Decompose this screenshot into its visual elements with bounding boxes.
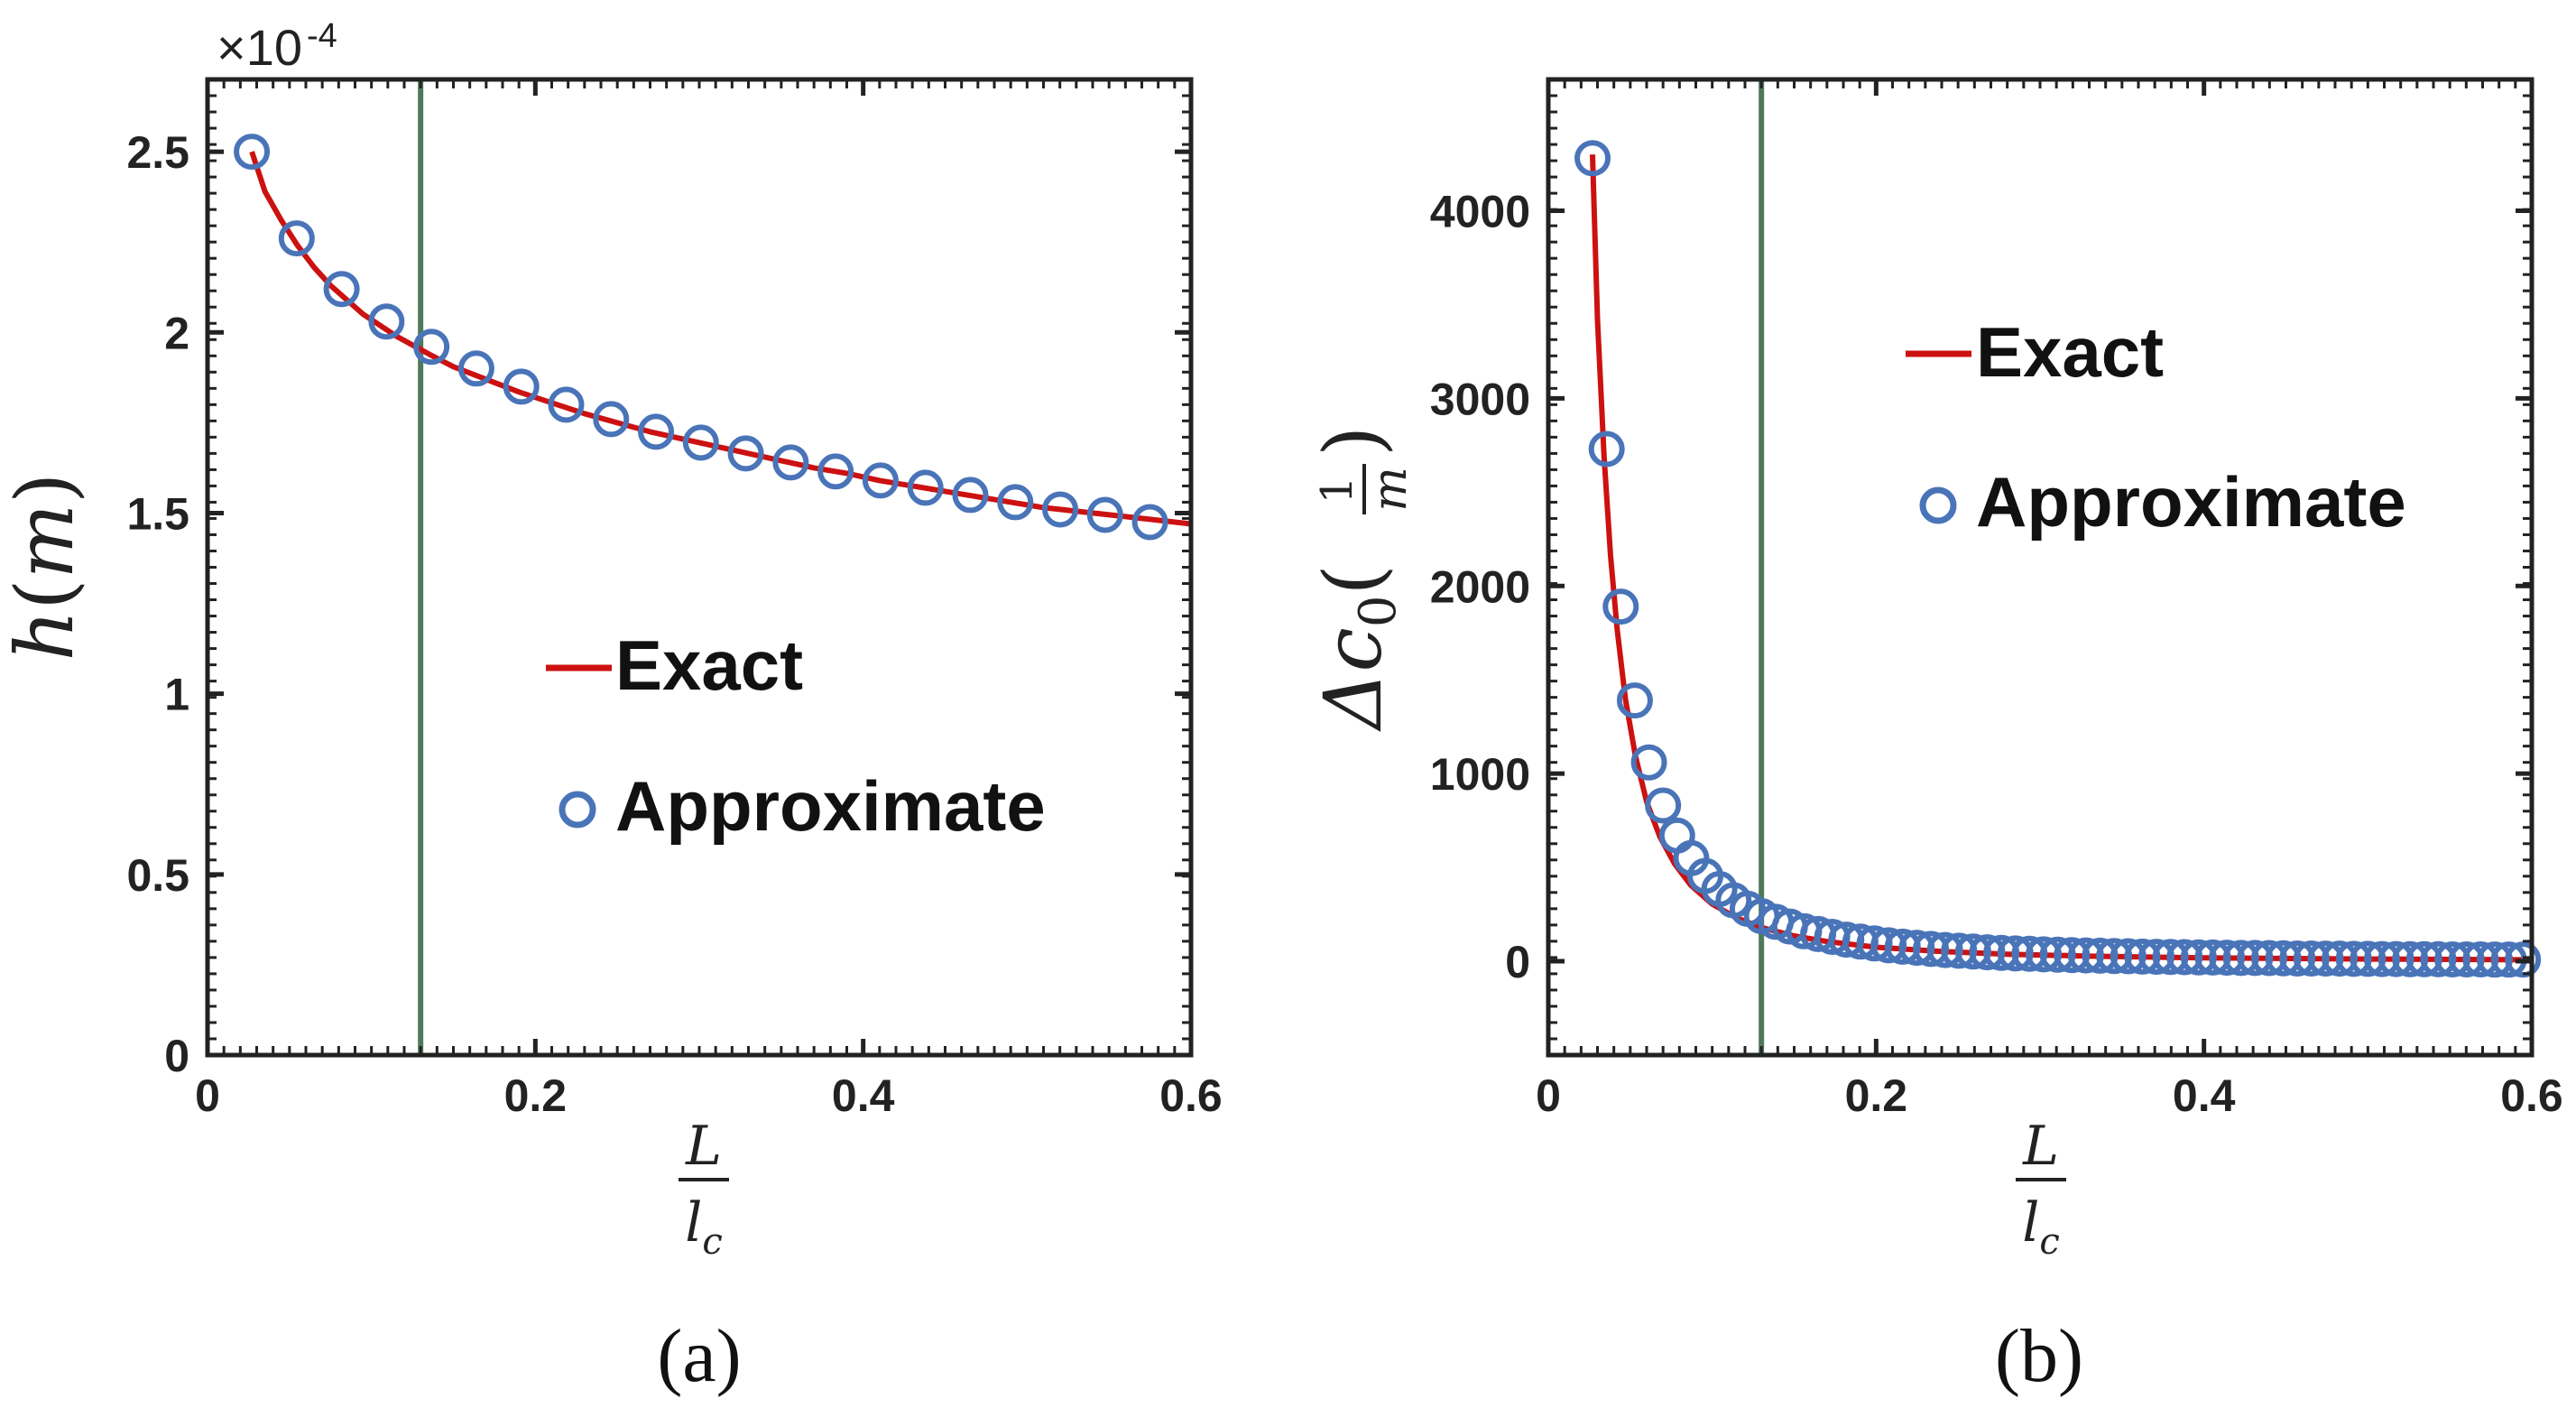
b-xtick-label-3: 0.6 xyxy=(2500,1070,2563,1121)
a-approx-point-11 xyxy=(727,435,764,472)
panel-b-ylabel-delta-c: Δc xyxy=(1306,627,1399,732)
a-approx-point-10 xyxy=(682,424,719,461)
a-ytick-label-3: 1.5 xyxy=(126,488,189,539)
b-xtick-label-0: 0 xyxy=(1536,1070,1561,1121)
panel-b-legend-approx-label: Approximate xyxy=(1976,462,2406,542)
b-approx-point-2 xyxy=(1602,588,1639,625)
panel-b-xlabel-den-c: c xyxy=(2039,1221,2059,1263)
panel-a-legend: Exact Approximate xyxy=(546,625,1046,846)
a-approx-point-14 xyxy=(862,462,899,499)
a-ytick-label-0: 0 xyxy=(164,1031,189,1081)
b-approx-point-1 xyxy=(1588,431,1625,468)
a-approx-point-0 xyxy=(234,134,271,171)
a-approx-point-20 xyxy=(1131,504,1168,541)
a-xtick-label-0: 0 xyxy=(195,1070,220,1121)
panel-a-xlabel-denominator: lc xyxy=(685,1191,723,1263)
a-xtick-label-1: 0.2 xyxy=(504,1070,568,1121)
panel-b-ylabel-frac-den: m xyxy=(1363,467,1417,511)
panel-a-axis-layer: 0 0.2 0.4 0.6 0 0.5 1 1.5 2 2.5 xyxy=(126,79,1223,1121)
a-approx-point-19 xyxy=(1086,496,1123,533)
panel-b-axis-layer: 0 0.2 0.4 0.6 0 1000 2000 3000 4000 xyxy=(1430,79,2563,1121)
panel-b-ylabel-close: ) xyxy=(1306,426,1399,457)
a-approx-point-4 xyxy=(413,329,450,366)
panel-a-exponent: -4 xyxy=(307,17,337,55)
panel-b-ylabel: Δc0( 1 m ) xyxy=(1306,426,1417,732)
panel-b-series-layer xyxy=(1574,81,2542,1053)
panel-b-legend-exact-label: Exact xyxy=(1976,312,2164,392)
panel-a-xlabel: L lc xyxy=(679,1115,729,1263)
panel-a: 0 0.2 0.4 0.600.511.522.5 ×10 -4 h(m) L lc … xyxy=(0,17,1223,1398)
panel-b-ylabel-text: Δc0( xyxy=(1306,564,1408,732)
a-approx-point-15 xyxy=(907,469,944,506)
b-approx-point-5 xyxy=(1645,787,1682,824)
a-approx-point-2 xyxy=(323,271,360,308)
panel-b-xlabel-denominator: lc xyxy=(2022,1191,2060,1263)
panel-a-legend-exact-label: Exact xyxy=(615,625,803,705)
panel-b-ylabel-sub: 0 xyxy=(1349,596,1408,628)
b-series-exact-line xyxy=(1590,154,2533,963)
b-approx-point-3 xyxy=(1616,682,1653,719)
panel-a-ylabel-h: h xyxy=(0,610,91,662)
b-xtick-label-1: 0.2 xyxy=(1845,1070,1908,1121)
panel-b-plot-frame xyxy=(1546,77,2534,1058)
panel-a-plot-frame xyxy=(205,77,1194,1058)
panel-b-caption: (b) xyxy=(1995,1314,2083,1398)
a-approx-point-5 xyxy=(457,350,494,387)
panel-b-ylabel-frac-num: 1 xyxy=(1312,477,1362,505)
panel-a-xlabel-numerator: L xyxy=(685,1115,722,1178)
b-ytick-label-0: 0 xyxy=(1505,937,1530,987)
a-approx-point-6 xyxy=(503,368,540,405)
panel-a-ylabel-open: ( xyxy=(0,579,91,609)
b-ytick-label-2: 2000 xyxy=(1430,561,1530,612)
panel-a-legend-approx-label: Approximate xyxy=(615,766,1046,846)
panel-b-xlabel: L lc xyxy=(2016,1115,2066,1263)
a-xtick-label-2: 0.4 xyxy=(832,1070,895,1121)
a-approx-point-16 xyxy=(952,477,989,514)
panel-a-xlabel-den-l: l xyxy=(685,1191,702,1255)
a-approx-point-7 xyxy=(548,386,585,423)
a-xtick-label-3: 0.6 xyxy=(1159,1070,1223,1121)
b-ytick-label-3: 3000 xyxy=(1430,374,1530,424)
b-approx-point-6 xyxy=(1658,817,1695,854)
b-ytick-label-1: 1000 xyxy=(1430,749,1530,800)
a-ytick-label-4: 2 xyxy=(164,308,189,358)
panel-a-ylabel: h(m) xyxy=(0,473,91,662)
a-series-exact-line xyxy=(249,151,1192,527)
a-ytick-label-1: 0.5 xyxy=(126,850,189,901)
panel-b-ylabel-open: ( xyxy=(1306,564,1399,595)
a-approx-point-18 xyxy=(1042,491,1079,528)
panel-a-ylabel-unit: m xyxy=(0,504,91,579)
a-approx-point-17 xyxy=(997,484,1034,521)
a-ytick-label-2: 1 xyxy=(164,670,189,720)
a-approx-point-1 xyxy=(278,220,315,257)
panel-b-xlabel-numerator: L xyxy=(2022,1115,2059,1178)
panel-a-xlabel-den-c: c xyxy=(702,1221,722,1263)
panel-a-caption: (a) xyxy=(657,1314,741,1398)
b-approx-point-0 xyxy=(1574,140,1611,177)
a-approx-point-12 xyxy=(772,444,809,481)
b-approx-point-4 xyxy=(1630,744,1667,781)
panel-b-legend: Exact Approximate xyxy=(1906,312,2406,542)
a-approx-point-13 xyxy=(817,453,854,490)
a-approx-point-3 xyxy=(368,303,405,340)
a-approx-point-8 xyxy=(593,401,630,438)
panel-b-xlabel-den-l: l xyxy=(2022,1191,2039,1255)
panel-a-exponent-prefix: ×10 xyxy=(217,19,302,76)
b-ytick-label-4: 4000 xyxy=(1430,187,1530,237)
b-xtick-label-2: 0.4 xyxy=(2173,1070,2236,1121)
panel-b-legend-approx-swatch xyxy=(1919,486,1957,524)
panel-a-ylabel-close: ) xyxy=(0,473,91,504)
a-approx-point-9 xyxy=(638,413,675,450)
a-ytick-label-5: 2.5 xyxy=(126,127,189,178)
panel-a-legend-approx-swatch xyxy=(559,791,596,829)
panel-a-series-layer xyxy=(234,81,1192,1053)
